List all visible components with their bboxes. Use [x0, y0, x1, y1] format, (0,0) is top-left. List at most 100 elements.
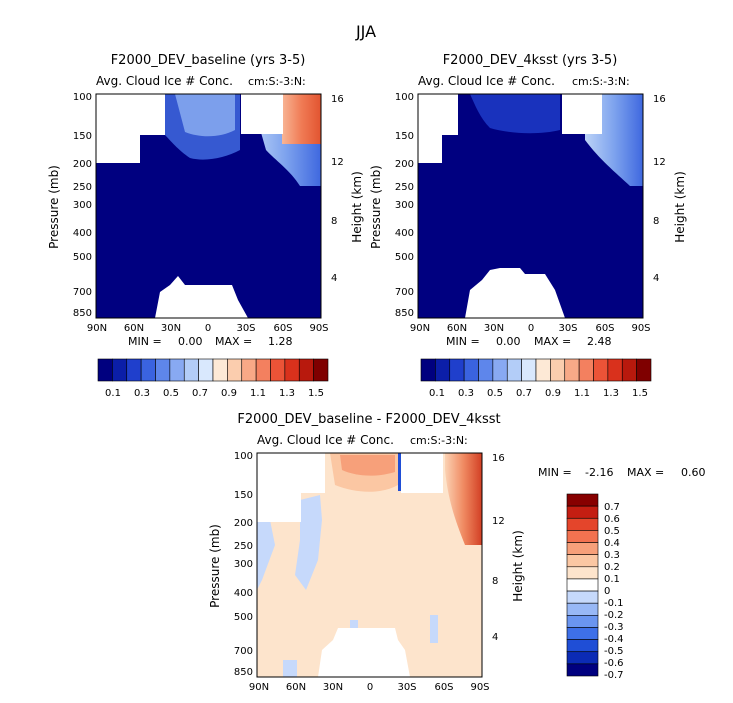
colorbar [566, 493, 599, 677]
panel-units: cm:S:-3:N: [248, 75, 306, 88]
colorbar-swatch [420, 358, 436, 382]
y-tick-label: 850 [395, 308, 414, 319]
y-tick-label: 200 [234, 518, 253, 529]
x-tick-label: 60N [124, 323, 144, 334]
x-tick-label: 90S [631, 323, 650, 334]
colorbar-swatch [463, 358, 479, 382]
colorbar-swatch [593, 358, 609, 382]
y-tick-label: 500 [395, 252, 414, 263]
colorbar [420, 358, 652, 382]
diff-negative-patch [283, 660, 297, 677]
y-tick-label: 400 [73, 228, 92, 239]
colorbar-swatch [636, 358, 652, 382]
colorbar-swatch [270, 358, 286, 382]
x-tick-label: 30S [558, 323, 577, 334]
colorbar-swatch [126, 358, 142, 382]
missing-surface [318, 628, 410, 677]
y-axis-label: Pressure (mb) [369, 165, 383, 249]
colorbar-label: 1.1 [250, 388, 266, 399]
y-right-tick-label: 16 [331, 94, 344, 105]
y-tick-label: 250 [73, 182, 92, 193]
panel-variable: Avg. Cloud Ice # Conc. [96, 74, 233, 88]
x-tick-label: 30N [161, 323, 181, 334]
colorbar-label: 0.7 [516, 388, 532, 399]
colorbar-label: 0.6 [604, 514, 620, 525]
colorbar-label: 0.3 [458, 388, 474, 399]
colorbar-label: 0.7 [604, 502, 620, 513]
colorbar-swatch [97, 358, 113, 382]
colorbar-swatch [566, 566, 599, 580]
y-tick-label: 250 [395, 182, 414, 193]
diff-positive-patch [445, 453, 482, 545]
colorbar-swatch [492, 358, 508, 382]
y-right-tick-label: 4 [653, 273, 659, 284]
missing-region [96, 94, 165, 163]
y-tick-label: 700 [234, 646, 253, 657]
colorbar-label: 0.7 [192, 388, 208, 399]
missing-surface [155, 276, 248, 318]
colorbar-labels: 0.7 0.6 0.5 0.4 0.3 0.2 0.1 0 -0.1 -0.2 … [604, 502, 624, 681]
panel-variable: Avg. Cloud Ice # Conc. [257, 433, 394, 447]
colorbar-label: -0.6 [604, 658, 624, 669]
missing-region [401, 453, 443, 493]
colorbar-swatch [169, 358, 185, 382]
colorbar-label: 0.5 [487, 388, 503, 399]
colorbar-swatch [313, 358, 329, 382]
y-right-tick-label: 12 [653, 157, 666, 168]
y-right-tick-label: 8 [492, 576, 498, 587]
x-axis: 90N 60N 30N 0 30S 60S 90S [410, 323, 651, 334]
colorbar-swatch [566, 517, 599, 531]
y-right-tick-label: 16 [492, 453, 505, 464]
colorbar-label: -0.7 [604, 670, 624, 681]
figure-title: JJA [355, 22, 376, 41]
x-tick-label: 0 [367, 682, 373, 693]
y-axis-right: 16 12 8 4 [331, 94, 344, 284]
colorbar-swatch [535, 358, 551, 382]
max-label: MAX = [534, 335, 571, 348]
y-tick-label: 250 [234, 541, 253, 552]
y-tick-label: 700 [73, 287, 92, 298]
y-tick-label: 100 [395, 92, 414, 103]
colorbar-swatch [449, 358, 465, 382]
colorbar-label: 1.3 [603, 388, 619, 399]
x-tick-label: 90N [87, 323, 107, 334]
colorbar-swatch [478, 358, 494, 382]
y-right-tick-label: 8 [653, 216, 659, 227]
colorbar-label: 0.3 [604, 550, 620, 561]
colorbar-label: 0.2 [604, 562, 620, 573]
colorbar-swatch [227, 358, 243, 382]
colorbar-label: -0.4 [604, 634, 624, 645]
x-tick-label: 60S [434, 682, 453, 693]
colorbar-swatch [566, 651, 599, 665]
colorbar-swatch [198, 358, 214, 382]
min-label: MIN = [446, 335, 480, 348]
colorbar-swatch [566, 530, 599, 543]
y-right-tick-label: 8 [331, 216, 337, 227]
missing-region [257, 453, 325, 522]
y-tick-label: 100 [234, 451, 253, 462]
colorbar-label: 0 [604, 586, 610, 597]
colorbar-swatch [212, 358, 228, 382]
y-axis-label: Pressure (mb) [47, 165, 61, 249]
colorbar-swatch [183, 358, 199, 382]
max-value: 1.28 [268, 335, 293, 348]
y-tick-label: 400 [395, 228, 414, 239]
missing-surface [465, 268, 565, 318]
y-axis-left: 100 150 200 250 300 400 500 700 850 [73, 92, 92, 319]
colorbar-label: 0.9 [545, 388, 561, 399]
y-right-tick-label: 12 [331, 157, 344, 168]
x-tick-label: 30N [323, 682, 343, 693]
colorbar-swatch [566, 615, 599, 628]
diff-negative-patch [350, 620, 358, 632]
diff-negative-patch [430, 615, 438, 643]
panel-title: F2000_DEV_baseline (yrs 3-5) [111, 53, 306, 68]
y-tick-label: 100 [73, 92, 92, 103]
colorbar-label: 1.5 [632, 388, 648, 399]
x-tick-label: 60S [595, 323, 614, 334]
missing-region [241, 94, 283, 134]
colorbar-swatch [155, 358, 171, 382]
colorbar-label: 0.1 [105, 388, 121, 399]
colorbar-swatch [566, 578, 599, 592]
y-right-tick-label: 4 [492, 632, 498, 643]
